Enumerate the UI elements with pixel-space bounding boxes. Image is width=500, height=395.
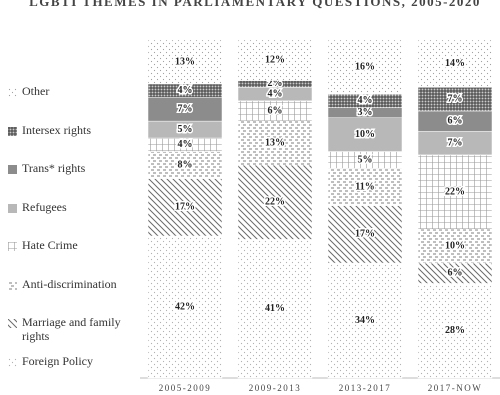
legend-label: Other xyxy=(22,84,50,98)
bar-segment xyxy=(147,39,223,85)
bar-segment xyxy=(327,117,403,152)
bar-segment xyxy=(237,120,313,166)
legend-item: Foreign Policy xyxy=(8,354,126,368)
data-label: 4% xyxy=(178,85,193,96)
bar-segment xyxy=(417,283,493,379)
legend-swatch xyxy=(8,86,17,97)
legend-swatch xyxy=(8,202,17,213)
legend-swatch xyxy=(8,317,17,328)
legend-item: Anti-discrimination xyxy=(8,277,126,291)
legend-swatch xyxy=(8,240,17,251)
data-label: 10% xyxy=(355,129,375,140)
bar-segment xyxy=(147,151,223,179)
data-label: 13% xyxy=(175,56,195,67)
data-label: 5% xyxy=(178,124,193,135)
x-tick-label: 2017-NOW xyxy=(428,383,483,393)
bar-segment xyxy=(147,178,223,237)
x-tick-label: 2009-2013 xyxy=(249,383,302,393)
bar-segment xyxy=(147,235,223,379)
legend-item: Intersex rights xyxy=(8,123,126,137)
data-label: 22% xyxy=(265,197,285,208)
data-label: 10% xyxy=(445,240,465,251)
legend-item: Other xyxy=(8,84,126,98)
bar-segment xyxy=(237,39,313,81)
data-label: 5% xyxy=(358,154,373,165)
legend-label: Hate Crime xyxy=(22,238,78,252)
legend-item: Refugees xyxy=(8,200,126,214)
data-label: 17% xyxy=(355,229,375,240)
legend-label: Trans* rights xyxy=(22,161,86,175)
data-label: 28% xyxy=(445,325,465,336)
bar-segment xyxy=(417,229,493,264)
legend-swatch xyxy=(8,163,17,174)
data-label: 34% xyxy=(355,315,375,326)
x-tick-label: 2013-2017 xyxy=(339,383,392,393)
data-label: 4% xyxy=(178,139,193,150)
bar-segment xyxy=(327,262,403,379)
data-label: 4% xyxy=(358,95,373,106)
legend-label: Intersex rights xyxy=(22,122,91,137)
data-label: 4% xyxy=(268,88,283,99)
data-label: 22% xyxy=(445,186,465,197)
bar-segment xyxy=(237,164,313,240)
bar-segment xyxy=(417,154,493,230)
data-label: 7% xyxy=(178,104,193,115)
legend-label: Foreign Policy xyxy=(22,353,93,368)
data-label: 8% xyxy=(178,159,193,170)
data-label: 11% xyxy=(355,181,374,192)
legend-label: Refugees xyxy=(22,199,67,214)
data-label: 12% xyxy=(265,55,285,66)
legend-item: Hate Crime xyxy=(8,238,126,252)
bar-segment xyxy=(327,39,403,95)
data-label: 3% xyxy=(358,107,373,118)
data-label: 7% xyxy=(448,93,463,104)
data-label: 6% xyxy=(448,268,463,279)
data-label: 6% xyxy=(448,115,463,126)
x-tick-label: 2005-2009 xyxy=(159,383,212,393)
legend-swatch xyxy=(8,125,17,136)
data-label: 17% xyxy=(175,202,195,213)
data-label: 41% xyxy=(265,303,285,314)
legend-item: Marriage and family rights xyxy=(8,315,126,343)
data-label: 42% xyxy=(175,301,195,312)
legend-swatch xyxy=(8,356,17,367)
bar-segment xyxy=(417,39,493,88)
data-label: 14% xyxy=(445,58,465,69)
data-label: 7% xyxy=(448,137,463,148)
bar-segment xyxy=(237,239,313,379)
data-label: 6% xyxy=(268,105,283,116)
legend-swatch xyxy=(8,279,17,290)
legend-item: Trans* rights xyxy=(8,161,126,175)
bar-segment xyxy=(327,205,403,264)
legend-label: Marriage and family rights xyxy=(22,315,121,343)
legend-label: Anti-discrimination xyxy=(22,276,117,291)
data-label: 16% xyxy=(355,61,375,72)
data-label: 13% xyxy=(265,137,285,148)
chart-title: LGBTI THEMES IN PARLIAMENTARY QUESTIONS,… xyxy=(29,0,481,9)
